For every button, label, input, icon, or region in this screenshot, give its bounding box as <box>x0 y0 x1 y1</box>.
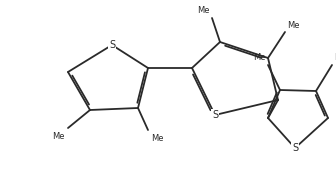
Text: Me: Me <box>52 132 65 141</box>
Text: Me: Me <box>197 7 210 16</box>
Text: S: S <box>212 110 218 120</box>
Text: Me: Me <box>288 20 300 30</box>
Text: Me: Me <box>151 134 164 143</box>
Text: Me: Me <box>335 53 336 62</box>
Text: Me: Me <box>253 53 265 62</box>
Text: S: S <box>109 40 115 50</box>
Text: S: S <box>292 143 298 153</box>
